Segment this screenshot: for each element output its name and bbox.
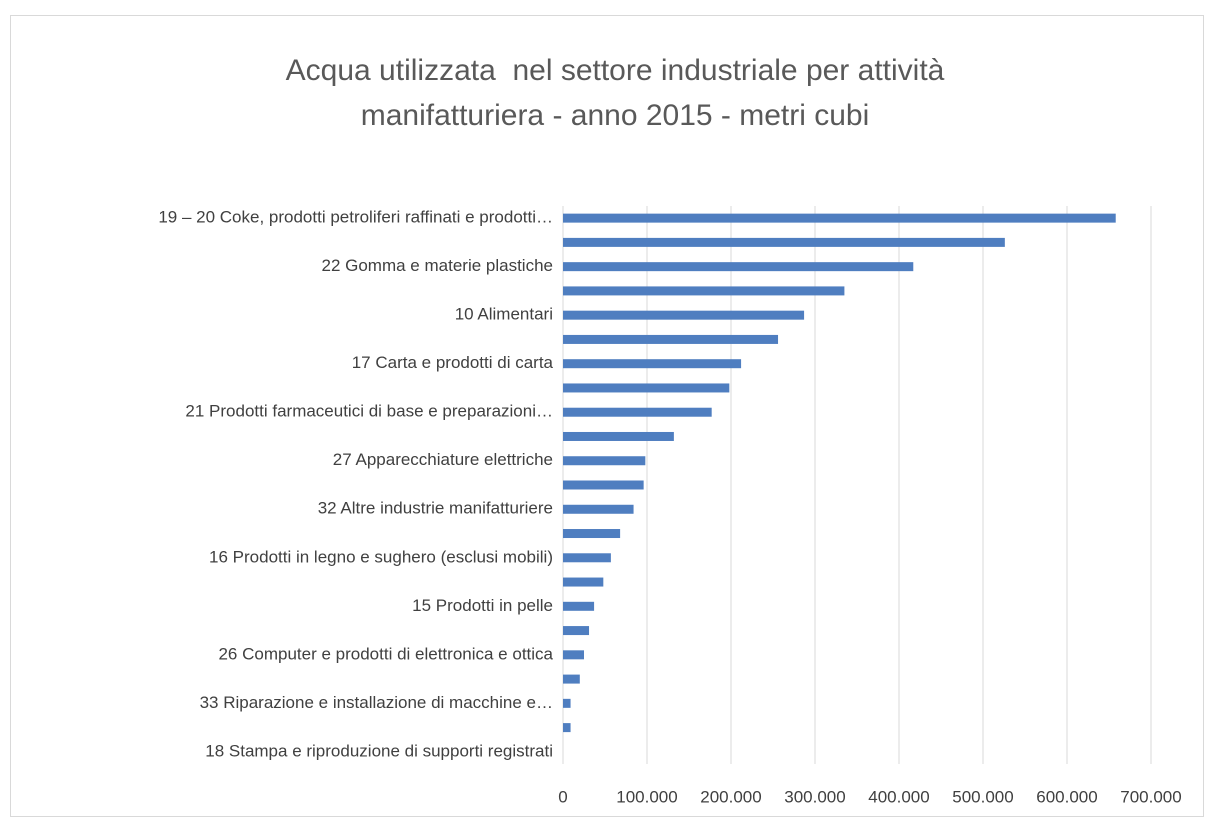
chart-frame <box>10 15 1204 817</box>
y-tick-label: 15 Prodotti in pelle <box>412 596 553 615</box>
bar <box>563 529 621 539</box>
bar <box>563 601 595 611</box>
bar <box>563 334 779 344</box>
y-tick-label: 27 Apparecchiature elettriche <box>333 450 553 469</box>
bar <box>563 456 646 466</box>
y-tick-label: 16 Prodotti in legno e sughero (esclusi … <box>209 547 553 566</box>
bar <box>563 213 1116 223</box>
bar <box>563 310 805 320</box>
x-tick-label: 0 <box>558 787 567 806</box>
bar <box>563 723 571 733</box>
bar <box>563 504 634 514</box>
x-tick-label: 100.000 <box>616 787 677 806</box>
bar <box>563 577 604 587</box>
bar <box>563 359 742 369</box>
x-tick-label: 200.000 <box>700 787 761 806</box>
bar <box>563 407 712 417</box>
bar <box>563 626 590 636</box>
bar <box>563 650 584 660</box>
bar <box>563 383 730 393</box>
bar <box>563 431 674 441</box>
bar <box>563 286 845 296</box>
bar <box>563 237 1005 247</box>
y-tick-label: 26 Computer e prodotti di elettronica e … <box>218 644 553 663</box>
bar <box>563 553 611 563</box>
x-tick-label: 600.000 <box>1036 787 1097 806</box>
bar <box>563 698 571 708</box>
y-tick-label: 19 – 20 Coke, prodotti petroliferi raffi… <box>158 208 553 227</box>
chart-title: Acqua utilizzata nel settore industriale… <box>285 54 953 132</box>
bar <box>563 262 914 272</box>
y-tick-label: 10 Alimentari <box>455 305 553 324</box>
y-tick-label: 17 Carta e prodotti di carta <box>352 353 554 372</box>
y-tick-label: 33 Riparazione e installazione di macchi… <box>200 693 553 712</box>
bar <box>563 674 580 684</box>
x-tick-label: 700.000 <box>1120 787 1181 806</box>
x-tick-label: 400.000 <box>868 787 929 806</box>
y-tick-label: 21 Prodotti farmaceutici di base e prepa… <box>185 402 553 421</box>
x-tick-label: 500.000 <box>952 787 1013 806</box>
y-tick-label: 18 Stampa e riproduzione di supporti reg… <box>205 741 553 760</box>
x-tick-label: 300.000 <box>784 787 845 806</box>
y-tick-label: 22 Gomma e materie plastiche <box>322 256 554 275</box>
y-tick-label: 32 Altre industrie manifatturiere <box>318 499 553 518</box>
bar <box>563 480 644 490</box>
